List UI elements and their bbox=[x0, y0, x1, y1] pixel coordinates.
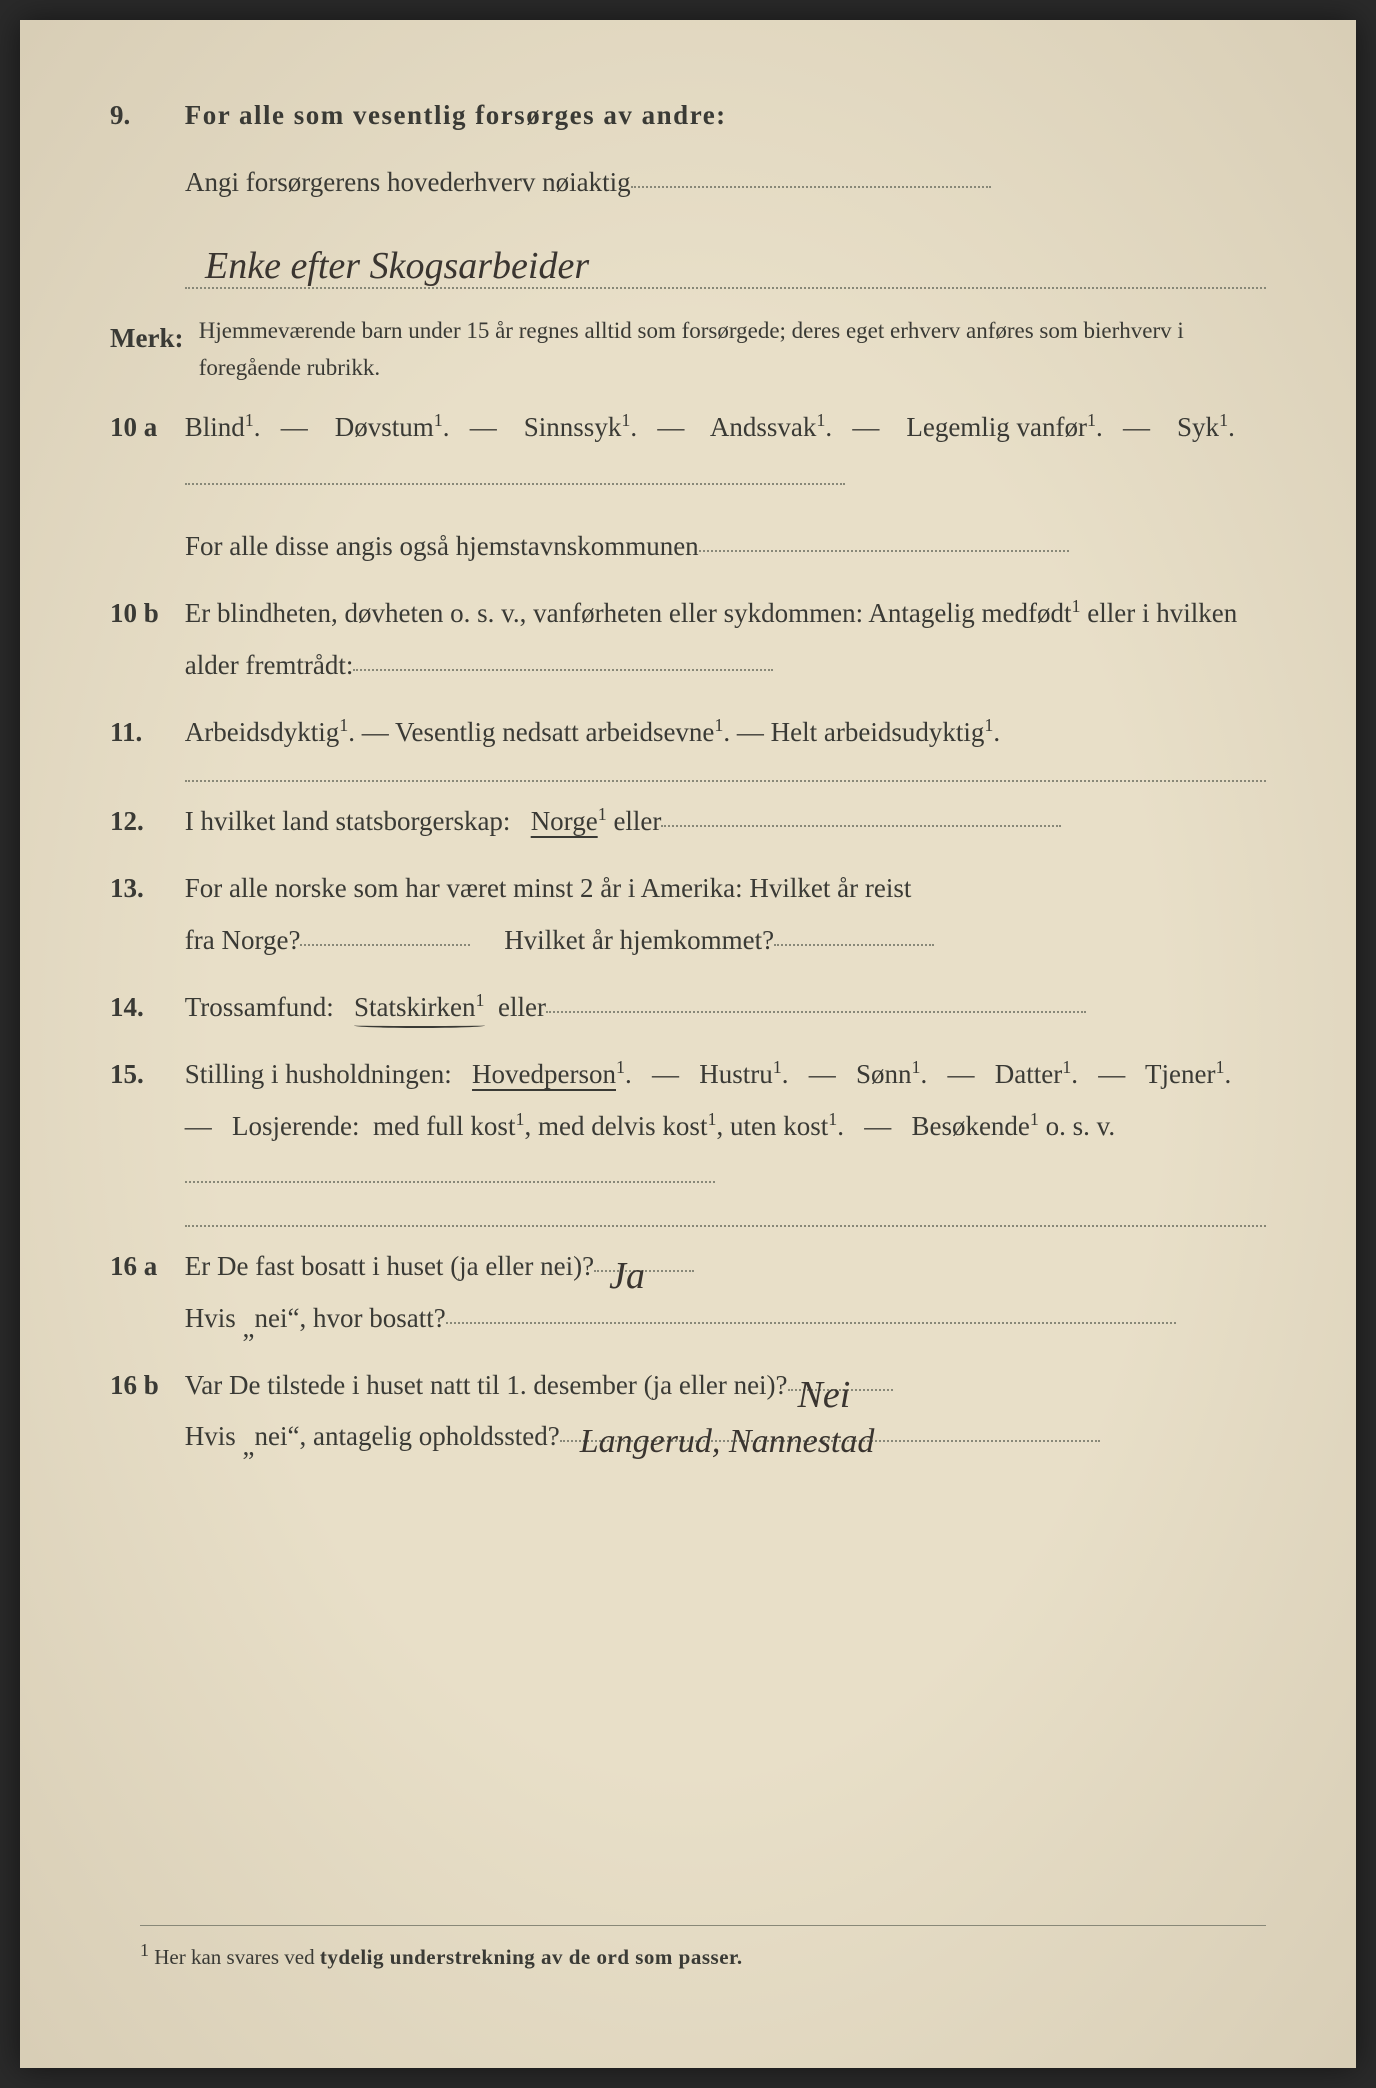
q14-opt: Statskirken bbox=[354, 992, 476, 1022]
q16a-text: Er De fast bosatt i huset (ja eller nei)… bbox=[185, 1251, 594, 1281]
q16b-text: Var De tilstede i huset natt til 1. dese… bbox=[185, 1370, 788, 1400]
q16b-number: 16 b bbox=[110, 1360, 178, 1411]
q11-content: Arbeidsdyktig1. — Vesentlig nedsatt arbe… bbox=[185, 707, 1266, 758]
q15-content: Stilling i husholdningen: Hovedperson1. … bbox=[185, 1049, 1266, 1203]
question-9-line2: Angi forsørgerens hovederhverv nøiaktig bbox=[185, 157, 1266, 208]
q13-text2b: Hvilket år hjemkommet? bbox=[504, 925, 774, 955]
question-10b: 10 b Er blindheten, døvheten o. s. v., v… bbox=[110, 588, 1266, 691]
q15-osv: o. s. v. bbox=[1046, 1111, 1116, 1141]
q15-opt-hustru: Hustru bbox=[699, 1059, 773, 1089]
q10a-opt-syk: Syk bbox=[1177, 412, 1219, 442]
question-10a: 10 a Blind1. — Døvstum1. — Sinnssyk1. — … bbox=[110, 402, 1266, 505]
q12-content: I hvilket land statsborgerskap: Norge1 e… bbox=[185, 796, 1266, 847]
q16b-line2b: nei bbox=[255, 1421, 288, 1451]
q13-text: For alle norske som har været minst 2 år… bbox=[185, 873, 912, 903]
question-14: 14. Trossamfund: Statskirken1 eller bbox=[110, 982, 1266, 1033]
footnote-text-b: tydelig understrekning av de ord som pas… bbox=[320, 1945, 743, 1969]
q12-or: eller bbox=[613, 806, 661, 836]
q10a-opt-sinnssyk: Sinnssyk bbox=[524, 412, 622, 442]
q10a-opt-dovstum: Døvstum bbox=[335, 412, 434, 442]
q10b-number: 10 b bbox=[110, 588, 178, 639]
q10a-opt-legemlig: Legemlig vanfør bbox=[906, 412, 1087, 442]
q15-opt-sonn: Sønn bbox=[856, 1059, 912, 1089]
merk-text: Hjemmeværende barn under 15 år regnes al… bbox=[199, 313, 1265, 387]
question-15: 15. Stilling i husholdningen: Hovedperso… bbox=[110, 1049, 1266, 1203]
q13-text2a: fra Norge? bbox=[185, 925, 301, 955]
q15-losj-full: med full kost bbox=[373, 1111, 516, 1141]
q15-losj-uten: uten kost bbox=[730, 1111, 828, 1141]
question-16a: 16 a Er De fast bosatt i huset (ja eller… bbox=[110, 1241, 1266, 1344]
question-13: 13. For alle norske som har været minst … bbox=[110, 863, 1266, 966]
question-10a-line2: For alle disse angis også hjemstavnskomm… bbox=[185, 521, 1266, 572]
q14-text: Trossamfund: bbox=[185, 992, 334, 1022]
q14-or: eller bbox=[498, 992, 546, 1022]
q15-opt-datter: Datter bbox=[995, 1059, 1062, 1089]
q10b-text: Er blindheten, døvheten o. s. v., vanfør… bbox=[185, 598, 1072, 628]
question-9: 9. For alle som vesentlig forsørges av a… bbox=[110, 90, 1266, 141]
q9-handwritten: Enke efter Skogsarbeider bbox=[185, 245, 589, 287]
q11-opt3: Helt arbeidsudyktig bbox=[771, 717, 985, 747]
dotline-after-15 bbox=[185, 1225, 1266, 1227]
q13-content: For alle norske som har været minst 2 år… bbox=[185, 863, 1266, 966]
footnote-text-a: Her kan svares ved bbox=[154, 1945, 320, 1969]
dotline-after-11 bbox=[185, 780, 1266, 782]
question-11: 11. Arbeidsdyktig1. — Vesentlig nedsatt … bbox=[110, 707, 1266, 758]
q10a-subtext: For alle disse angis også hjemstavnskomm… bbox=[185, 531, 699, 561]
q12-opt: Norge bbox=[531, 806, 598, 836]
q16a-number: 16 a bbox=[110, 1241, 178, 1292]
question-16b: 16 b Var De tilstede i huset natt til 1.… bbox=[110, 1360, 1266, 1463]
q11-opt2: Vesentlig nedsatt arbeidsevne bbox=[395, 717, 714, 747]
question-9-answer: Enke efter Skogsarbeider bbox=[185, 225, 1266, 297]
q12-text: I hvilket land statsborgerskap: bbox=[185, 806, 511, 836]
footnote-marker: 1 bbox=[140, 1940, 149, 1960]
q16b-line2c: , antagelig opholdssted? bbox=[299, 1421, 559, 1451]
q15-besokende: Besøkende bbox=[911, 1111, 1029, 1141]
q10a-opt-blind: Blind bbox=[185, 412, 245, 442]
q16b-content: Var De tilstede i huset natt til 1. dese… bbox=[185, 1360, 1266, 1463]
q16a-content: Er De fast bosatt i huset (ja eller nei)… bbox=[185, 1241, 1266, 1344]
q15-opt-tjener: Tjener bbox=[1145, 1059, 1215, 1089]
q11-number: 11. bbox=[110, 707, 178, 758]
q10b-content: Er blindheten, døvheten o. s. v., vanfør… bbox=[185, 588, 1266, 691]
q13-number: 13. bbox=[110, 863, 178, 914]
q12-number: 12. bbox=[110, 796, 178, 847]
q10a-options: Blind1. — Døvstum1. — Sinnssyk1. — Andss… bbox=[185, 402, 1266, 505]
q14-content: Trossamfund: Statskirken1 eller bbox=[185, 982, 1266, 1033]
q16b-handwritten2: Langerud, Nannestad bbox=[580, 1410, 875, 1475]
q10a-opt-andssvak: Andssvak bbox=[710, 412, 817, 442]
q9-title: For alle som vesentlig forsørges av andr… bbox=[185, 90, 1266, 141]
q16a-line2c: , hvor bosatt? bbox=[299, 1303, 445, 1333]
q15-opt-hovedperson: Hovedperson bbox=[472, 1059, 616, 1089]
q16a-line2b: nei bbox=[255, 1303, 288, 1333]
q15-number: 15. bbox=[110, 1049, 178, 1100]
q16b-line2a: Hvis bbox=[185, 1421, 243, 1451]
q16a-handwritten: Ja bbox=[609, 1240, 645, 1312]
q9-number: 9. bbox=[110, 90, 178, 141]
q15-losj-delvis: med delvis kost bbox=[538, 1111, 708, 1141]
merk-label: Merk: bbox=[110, 313, 192, 364]
q10a-number: 10 a bbox=[110, 402, 178, 453]
footnote: 1 Her kan svares ved tydelig understrekn… bbox=[140, 1925, 1266, 1978]
q16a-line2a: Hvis bbox=[185, 1303, 243, 1333]
document-page: 9. For alle som vesentlig forsørges av a… bbox=[20, 20, 1356, 2068]
q11-opt1: Arbeidsdyktig bbox=[185, 717, 340, 747]
note-merk: Merk: Hjemmeværende barn under 15 år reg… bbox=[110, 313, 1266, 387]
q9-subtext: Angi forsørgerens hovederhverv nøiaktig bbox=[185, 167, 631, 197]
q15-losjerende: Losjerende: bbox=[232, 1111, 359, 1141]
q14-number: 14. bbox=[110, 982, 178, 1033]
q15-text: Stilling i husholdningen: bbox=[185, 1059, 452, 1089]
question-12: 12. I hvilket land statsborgerskap: Norg… bbox=[110, 796, 1266, 847]
